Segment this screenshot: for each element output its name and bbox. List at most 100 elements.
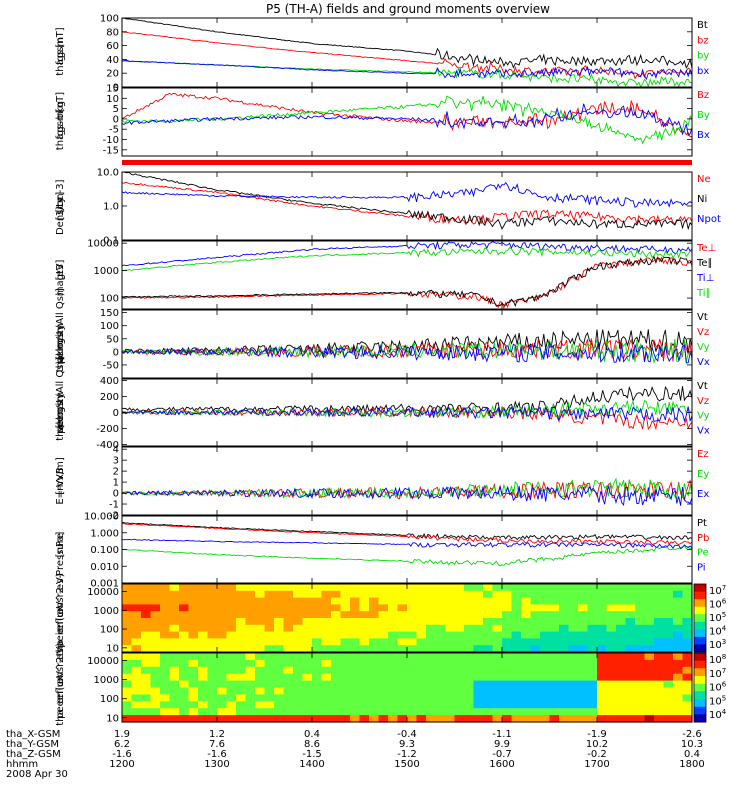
spectrogram-cell xyxy=(492,708,503,716)
spectrogram-cell xyxy=(321,659,332,668)
spectrogram-cell xyxy=(350,653,361,661)
spectrogram-cell xyxy=(122,708,133,716)
y-tick-label: 100 xyxy=(100,14,119,25)
spectrogram-cell xyxy=(293,687,304,695)
spectrogram-cell xyxy=(388,631,399,639)
spectrogram-cell xyxy=(483,694,494,702)
footer-value: 7.6 xyxy=(209,739,225,750)
spectrogram-cell xyxy=(340,687,351,695)
spectrogram-cell xyxy=(426,659,437,668)
spectrogram-cell xyxy=(321,618,332,626)
spectrogram-cell xyxy=(616,715,627,723)
spectrogram-cell xyxy=(359,694,370,702)
colorbar-swatch xyxy=(694,676,706,685)
spectrogram-cell xyxy=(312,638,323,646)
y-axis-label-line: fgs xyxy=(55,50,66,65)
spectrogram-cell xyxy=(521,687,532,695)
spectrogram-cell xyxy=(283,618,294,626)
spectrogram-cell xyxy=(511,694,522,702)
spectrogram-cell xyxy=(549,653,560,661)
spectrogram-cell xyxy=(587,653,598,661)
spectrogram-cell xyxy=(568,645,579,653)
spectrogram-cell xyxy=(245,604,256,612)
spectrogram-cell xyxy=(188,584,199,592)
spectrogram-cell xyxy=(207,708,218,716)
spectrogram-cell xyxy=(378,604,389,612)
spectrogram-cell xyxy=(293,666,304,675)
footer-value: -0.4 xyxy=(397,729,417,740)
spectrogram-cell xyxy=(340,618,351,626)
spectrogram-cell xyxy=(397,666,408,675)
spectrogram-cell xyxy=(530,618,541,626)
spectrogram-cell xyxy=(521,645,532,653)
spectrogram-cell xyxy=(473,666,484,675)
spectrogram-cell xyxy=(511,715,522,723)
spectrogram-cell xyxy=(407,687,418,695)
spectrogram-cell xyxy=(331,694,342,702)
spectrogram-cell xyxy=(283,624,294,633)
spectrogram-cell xyxy=(426,653,437,661)
spectrogram-cell xyxy=(597,618,608,626)
spectrogram-cell xyxy=(131,584,142,592)
footer-value: 6.2 xyxy=(114,739,130,750)
y-axis-label-line: gsm xyxy=(55,111,66,132)
spectrogram-cell xyxy=(283,653,294,661)
spectrogram-cell xyxy=(217,653,228,661)
spectrogram-cell xyxy=(188,604,199,612)
spectrogram-cell xyxy=(559,645,570,653)
spectrogram-cell xyxy=(464,590,475,599)
spectrogram-cell xyxy=(416,687,427,695)
spectrogram-cell xyxy=(283,659,294,668)
spectrogram-cell xyxy=(359,624,370,633)
spectrogram-cell xyxy=(207,694,218,702)
spectrogram-cell xyxy=(568,694,579,702)
spectrogram-cell xyxy=(511,597,522,605)
spectrogram-cell xyxy=(511,590,522,599)
spectrogram-cell xyxy=(473,701,484,709)
series-Bz xyxy=(121,92,693,138)
spectrogram-cell xyxy=(426,694,437,702)
y-axis-label-line: velocity xyxy=(55,324,66,363)
footer-value: -0.2 xyxy=(587,749,607,760)
spectrogram-cell xyxy=(625,645,636,653)
y-tick-label: 150 xyxy=(100,308,119,319)
spectrogram-cell xyxy=(388,715,399,723)
spectrogram-cell xyxy=(188,715,199,723)
spectrogram-cell xyxy=(331,618,342,626)
spectrogram-cell xyxy=(578,584,589,592)
spectrogram-cell xyxy=(644,659,655,668)
spectrogram-cell xyxy=(606,638,617,646)
spectrogram-cell xyxy=(150,673,161,682)
spectrogram-cell xyxy=(150,584,161,592)
spectrogram-cell xyxy=(331,666,342,675)
spectrogram-cell xyxy=(160,715,171,723)
spectrogram-cell xyxy=(606,701,617,709)
spectrogram-cell xyxy=(597,645,608,653)
spectrogram-cell xyxy=(597,611,608,619)
spectrogram-cell xyxy=(559,611,570,619)
spectrogram-cell xyxy=(217,701,228,709)
spectrogram-cell xyxy=(302,666,313,675)
spectrogram-cell xyxy=(141,604,152,612)
spectrogram-cell xyxy=(445,611,456,619)
spectrogram-cell xyxy=(530,715,541,723)
colorbar-swatch xyxy=(694,636,706,645)
y-tick-label: 50 xyxy=(106,334,119,345)
spectrogram-cell xyxy=(198,597,209,605)
spectrogram-cell xyxy=(521,653,532,661)
spectrogram-cell xyxy=(179,631,190,639)
spectrogram-cell xyxy=(492,590,503,599)
spectrogram-cell xyxy=(663,618,674,626)
y-tick-label: 1000 xyxy=(94,266,119,277)
spectrogram-cell xyxy=(226,694,237,702)
spectrogram-cell xyxy=(416,673,427,682)
spectrogram-cell xyxy=(407,645,418,653)
spectrogram-cell xyxy=(264,604,275,612)
spectrogram-cell xyxy=(587,687,598,695)
spectrogram-cell xyxy=(359,708,370,716)
spectrogram-cell xyxy=(454,673,465,682)
spectrogram-cell xyxy=(635,638,646,646)
y-axis-label-line: gsm xyxy=(55,392,66,413)
spectrogram-cell xyxy=(293,659,304,668)
